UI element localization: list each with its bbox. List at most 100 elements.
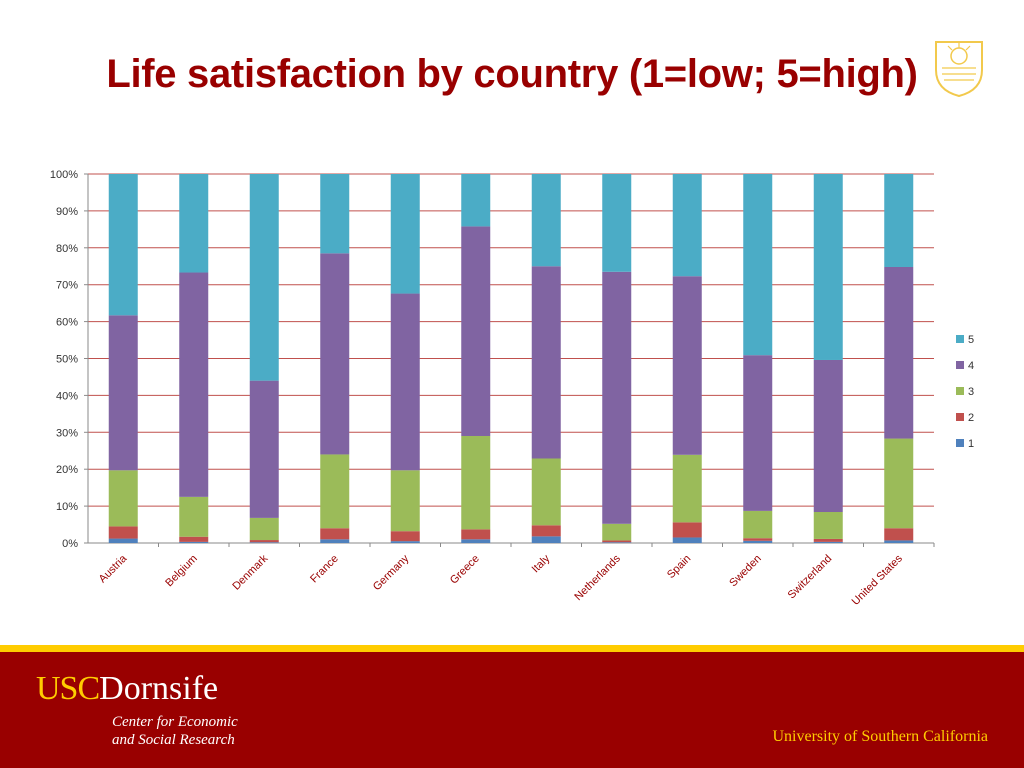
stacked-bar-chart: 0% 10% 20% 30% 40% 50% 60% 70% 80% 90% 100% Austria… xyxy=(50,169,974,608)
bar-segment-2 xyxy=(461,529,491,540)
bar-segment-1 xyxy=(179,541,209,543)
bar-segment-1 xyxy=(108,538,138,543)
bar-segment-3 xyxy=(813,512,843,539)
y-tick-label: 70% xyxy=(56,280,78,292)
bar-segment-5 xyxy=(108,174,138,316)
gold-divider xyxy=(0,645,1024,652)
bar-segment-2 xyxy=(672,522,702,538)
x-tick-label: Spain xyxy=(665,553,693,581)
y-tick-label: 10% xyxy=(56,501,78,513)
legend-label: 1 xyxy=(968,438,974,450)
bar-segment-4 xyxy=(884,266,914,439)
bar-segment-1 xyxy=(531,536,561,543)
bar-segment-3 xyxy=(320,454,350,529)
bar-segment-3 xyxy=(108,470,138,527)
y-tick-label: 80% xyxy=(56,243,78,255)
y-tick-label: 40% xyxy=(56,390,78,402)
bar-segment-3 xyxy=(884,438,914,529)
logo-usc-text: USC xyxy=(36,670,100,707)
bar-segment-1 xyxy=(320,539,350,543)
bar-segment-2 xyxy=(320,528,350,540)
bar-segment-1 xyxy=(672,537,702,543)
y-tick-label: 90% xyxy=(56,206,78,218)
legend-swatch xyxy=(956,361,964,369)
bar-segment-1 xyxy=(461,539,491,543)
legend-label: 5 xyxy=(968,334,974,346)
x-tick-label: Denmark xyxy=(230,552,270,592)
bar-segment-4 xyxy=(249,380,279,518)
bar-segment-5 xyxy=(249,174,279,381)
center-name-line2: and Social Research xyxy=(112,732,235,748)
x-tick-label: France xyxy=(308,553,341,586)
y-tick-label: 50% xyxy=(56,354,78,366)
bar-segment-3 xyxy=(179,496,209,537)
bar-segment-5 xyxy=(179,174,209,273)
bar-segment-5 xyxy=(390,174,420,294)
bar-segment-4 xyxy=(602,271,632,524)
bar-segment-1 xyxy=(884,540,914,543)
bar-segment-1 xyxy=(602,542,632,543)
legend-swatch xyxy=(956,439,964,447)
bar-segment-3 xyxy=(461,435,491,530)
y-tick-label: 30% xyxy=(56,427,78,439)
bar-segment-3 xyxy=(743,510,773,539)
bar-segment-2 xyxy=(390,531,420,542)
bar-segment-5 xyxy=(320,174,350,254)
bar-segment-3 xyxy=(249,517,279,541)
bar-segment-4 xyxy=(461,226,491,436)
bar-segment-3 xyxy=(672,454,702,523)
y-tick-label: 20% xyxy=(56,464,78,476)
bar-segment-3 xyxy=(602,523,632,541)
legend-label: 4 xyxy=(968,360,974,372)
legend-label: 2 xyxy=(968,412,974,424)
bar-segment-4 xyxy=(390,293,420,471)
y-tick-label: 60% xyxy=(56,317,78,329)
x-tick-label: United States xyxy=(850,552,906,608)
bar-segment-4 xyxy=(743,355,773,511)
y-tick-label: 100% xyxy=(50,169,78,181)
bar-segment-4 xyxy=(320,253,350,455)
usc-dornsife-logo: USCDornsife xyxy=(36,672,218,706)
bar-segment-2 xyxy=(179,536,209,542)
bar-segment-5 xyxy=(813,174,843,360)
bar-segment-2 xyxy=(884,528,914,541)
x-tick-label: Belgium xyxy=(163,553,200,590)
logo-dornsife-text: Dornsife xyxy=(99,670,219,707)
bar-segment-1 xyxy=(743,540,773,543)
bar-segment-1 xyxy=(390,541,420,543)
x-tick-label: Greece xyxy=(448,553,482,587)
bar-segment-2 xyxy=(108,526,138,539)
x-tick-label: Germany xyxy=(371,552,412,593)
bar-segment-5 xyxy=(461,174,491,227)
x-tick-label: Austria xyxy=(97,552,130,585)
x-tick-label: Sweden xyxy=(727,553,764,590)
bar-segment-5 xyxy=(672,174,702,277)
y-tick-label: 0% xyxy=(62,538,78,550)
x-tick-label: Italy xyxy=(530,552,553,575)
bar-segment-4 xyxy=(108,315,138,471)
x-tick-label: Netherlands xyxy=(572,552,623,603)
legend-swatch xyxy=(956,335,964,343)
legend-swatch xyxy=(956,387,964,395)
bar-segment-4 xyxy=(672,276,702,455)
bar-segment-3 xyxy=(390,470,420,532)
center-name-line1: Center for Economic xyxy=(112,714,238,730)
bar-segment-2 xyxy=(602,540,632,543)
bar-segment-3 xyxy=(531,458,561,526)
bar-segment-5 xyxy=(884,174,914,267)
bar-segment-1 xyxy=(249,542,279,543)
university-wordmark: University of Southern California xyxy=(772,728,988,745)
legend-swatch xyxy=(956,413,964,421)
footer: USCDornsife Center for Economic and Soci… xyxy=(0,652,1024,768)
legend-label: 3 xyxy=(968,386,974,398)
bar-segment-2 xyxy=(813,538,843,542)
bar-segment-4 xyxy=(813,359,843,513)
bar-segment-1 xyxy=(813,541,843,543)
x-tick-label: Switzerland xyxy=(786,553,835,602)
bar-segment-2 xyxy=(743,538,773,541)
bar-segment-5 xyxy=(602,174,632,272)
usc-seal-icon xyxy=(935,41,983,98)
bar-segment-4 xyxy=(531,266,561,459)
bar-segment-5 xyxy=(531,174,561,267)
slide-title: Life satisfaction by country (1=low; 5=h… xyxy=(106,52,918,96)
